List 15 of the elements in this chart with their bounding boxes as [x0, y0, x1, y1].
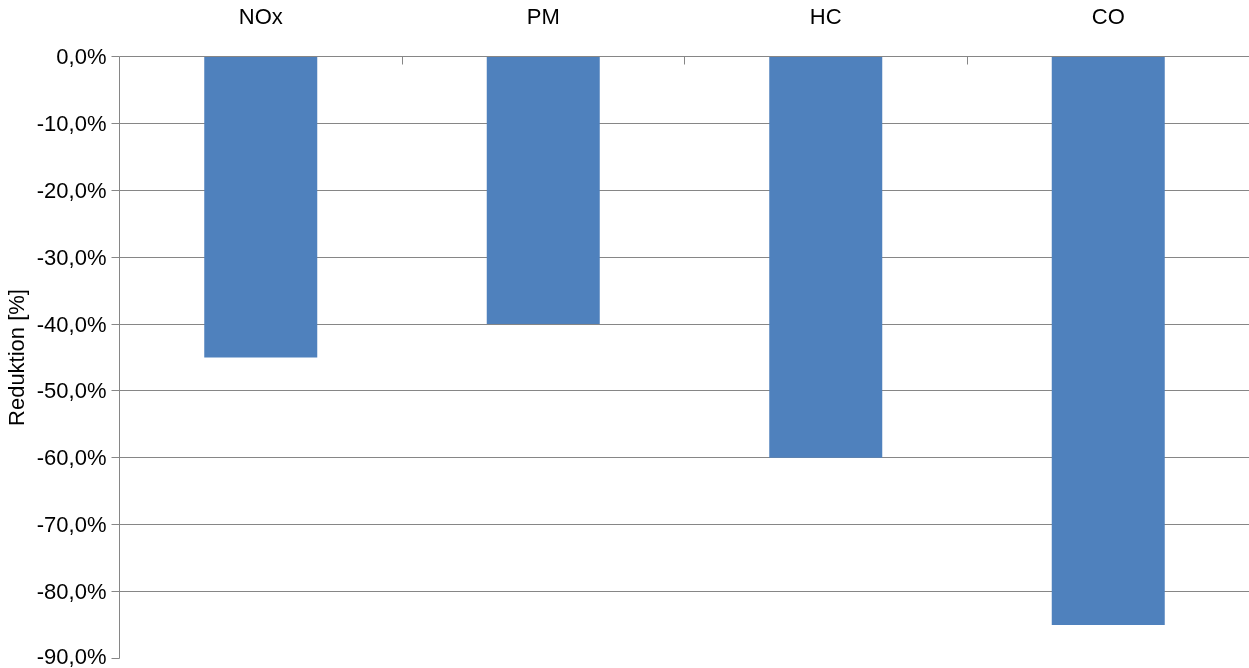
x-tick-label: HC — [809, 3, 842, 29]
x-tick-label: CO — [1091, 3, 1125, 29]
x-tick-label: PM — [526, 3, 560, 29]
y-tick-label: -70,0% — [36, 512, 107, 538]
y-tick-label: -40,0% — [36, 311, 107, 337]
y-tick-label: -30,0% — [36, 244, 107, 270]
x-tick-label: NOx — [238, 3, 283, 29]
y-tick-label: 0,0% — [56, 44, 107, 69]
y-tick-label: -90,0% — [36, 643, 107, 668]
y-tick-label: -10,0% — [36, 110, 107, 136]
y-axis-title: Reduktion [%] — [3, 289, 29, 426]
y-tick-label: -60,0% — [36, 445, 107, 471]
y-tick-label: -50,0% — [36, 378, 107, 404]
y-tick-label: -80,0% — [36, 579, 107, 605]
y-tick-label: -20,0% — [36, 177, 107, 203]
